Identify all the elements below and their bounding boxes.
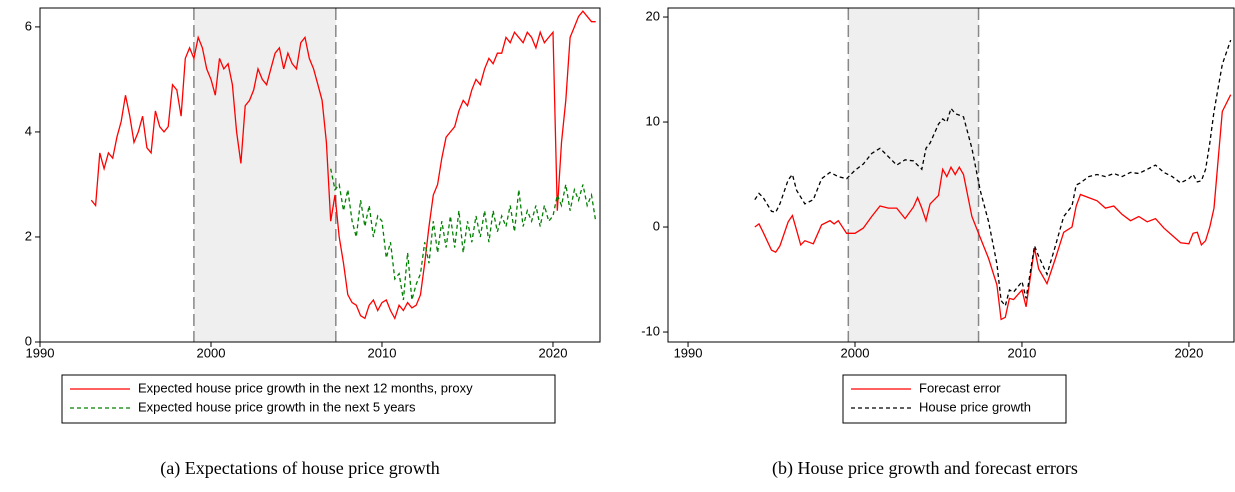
x-tick-label: 2000 [197,345,226,360]
y-tick-label: 10 [646,113,660,128]
series-line [330,168,597,301]
x-tick-label: 2000 [841,345,870,360]
x-tick-label: 1990 [26,345,55,360]
y-tick-label: 4 [25,123,32,138]
caption: (a) Expectations of house price growth [160,458,439,479]
y-tick-label: 2 [25,228,32,243]
x-tick-label: 2010 [368,345,397,360]
legend-label: Expected house price growth in the next … [138,399,416,414]
y-tick-label: 20 [646,8,660,23]
x-tick-label: 1990 [674,345,703,360]
legend-box [61,374,556,424]
x-tick-label: 2020 [539,345,568,360]
plot-frame [39,7,601,343]
series-line [754,39,1232,308]
shaded-region [193,8,336,342]
legend-label: Expected house price growth in the next … [138,380,473,395]
shaded-region [848,8,979,342]
series-line [90,10,596,321]
y-tick-label: -10 [641,323,660,338]
x-tick-label: 2010 [1007,345,1036,360]
y-tick-label: 0 [653,218,660,233]
legend-box [842,374,1067,424]
legend-label: House price growth [919,399,1031,414]
caption: (b) House price growth and forecast erro… [772,458,1078,479]
y-tick-label: 0 [25,333,32,348]
y-tick-label: 6 [25,18,32,33]
legend-label: Forecast error [919,380,1001,395]
x-tick-label: 2020 [1174,345,1203,360]
series-line [754,94,1232,321]
plot-frame [667,7,1235,343]
